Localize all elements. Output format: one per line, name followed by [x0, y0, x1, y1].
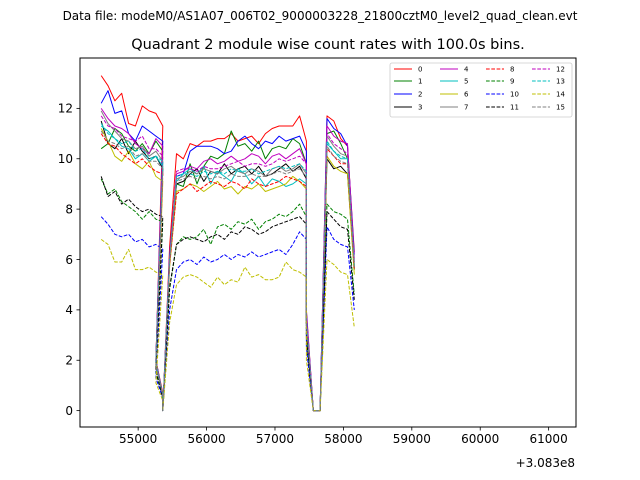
y-tick-label: 12 — [58, 102, 73, 116]
legend-label-5: 5 — [464, 78, 468, 86]
legend-label-14: 14 — [556, 91, 565, 99]
legend-label-11: 11 — [510, 104, 519, 112]
y-tick-label: 10 — [58, 152, 73, 166]
legend-label-12: 12 — [556, 66, 565, 74]
x-tick-label: 59000 — [393, 432, 431, 446]
y-tick-label: 2 — [65, 354, 73, 368]
y-tick-label: 4 — [65, 303, 73, 317]
series-line-10 — [100, 216, 355, 412]
legend-label-3: 3 — [418, 104, 422, 112]
series-line-9 — [100, 178, 355, 412]
x-tick-label: 56000 — [187, 432, 225, 446]
legend-label-4: 4 — [464, 66, 469, 74]
chart-title: Quadrant 2 module wise count rates with … — [131, 37, 525, 53]
legend-box — [389, 62, 573, 118]
legend-label-2: 2 — [418, 91, 422, 99]
x-axis-ticks: 55000 56000 57000 58000 59000 60000 61000 — [119, 427, 568, 446]
legend-label-9: 9 — [510, 78, 514, 86]
x-tick-label: 61000 — [530, 432, 568, 446]
legend-label-0: 0 — [418, 66, 422, 74]
series-lines — [100, 75, 355, 412]
y-tick-label: 0 — [65, 404, 73, 418]
y-tick-label: 6 — [65, 253, 73, 267]
y-axis-ticks: 0 2 4 6 8 10 12 — [58, 102, 80, 418]
x-tick-label: 57000 — [256, 432, 294, 446]
series-line-11 — [100, 176, 355, 412]
series-line-15 — [100, 130, 355, 412]
legend-label-7: 7 — [464, 104, 468, 112]
series-line-14 — [100, 238, 355, 412]
x-tick-label: 58000 — [324, 432, 362, 446]
legend-label-10: 10 — [510, 91, 519, 99]
legend-label-6: 6 — [464, 91, 469, 99]
plot-frame — [79, 57, 577, 428]
data-file-label: Data file: modeM0/AS1A07_006T02_90000032… — [63, 9, 578, 23]
y-tick-label: 8 — [65, 202, 73, 216]
x-offset-label: +3.083e8 — [516, 456, 575, 470]
x-tick-label: 60000 — [461, 432, 499, 446]
legend-label-15: 15 — [556, 104, 565, 112]
legend-label-8: 8 — [510, 66, 514, 74]
legend-label-1: 1 — [418, 78, 422, 86]
legend-label-13: 13 — [556, 78, 565, 86]
x-tick-label: 55000 — [119, 432, 157, 446]
